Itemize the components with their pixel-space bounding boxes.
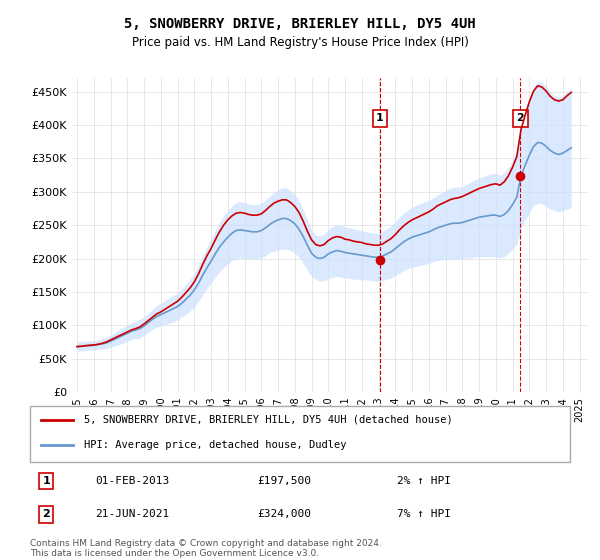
FancyBboxPatch shape [30,406,570,462]
Text: 21-JUN-2021: 21-JUN-2021 [95,510,169,519]
Text: £324,000: £324,000 [257,510,311,519]
Text: This data is licensed under the Open Government Licence v3.0.: This data is licensed under the Open Gov… [30,549,319,558]
Text: 2: 2 [43,510,50,519]
Text: 2% ↑ HPI: 2% ↑ HPI [397,476,451,486]
Text: 1: 1 [43,476,50,486]
Text: 5, SNOWBERRY DRIVE, BRIERLEY HILL, DY5 4UH (detached house): 5, SNOWBERRY DRIVE, BRIERLEY HILL, DY5 4… [84,415,453,425]
Text: Price paid vs. HM Land Registry's House Price Index (HPI): Price paid vs. HM Land Registry's House … [131,36,469,49]
Text: 1: 1 [376,114,384,123]
Text: 5, SNOWBERRY DRIVE, BRIERLEY HILL, DY5 4UH: 5, SNOWBERRY DRIVE, BRIERLEY HILL, DY5 4… [124,17,476,31]
Text: 01-FEB-2013: 01-FEB-2013 [95,476,169,486]
Text: HPI: Average price, detached house, Dudley: HPI: Average price, detached house, Dudl… [84,440,347,450]
Text: Contains HM Land Registry data © Crown copyright and database right 2024.: Contains HM Land Registry data © Crown c… [30,539,382,548]
Text: £197,500: £197,500 [257,476,311,486]
Text: 2: 2 [517,114,524,123]
Text: 7% ↑ HPI: 7% ↑ HPI [397,510,451,519]
